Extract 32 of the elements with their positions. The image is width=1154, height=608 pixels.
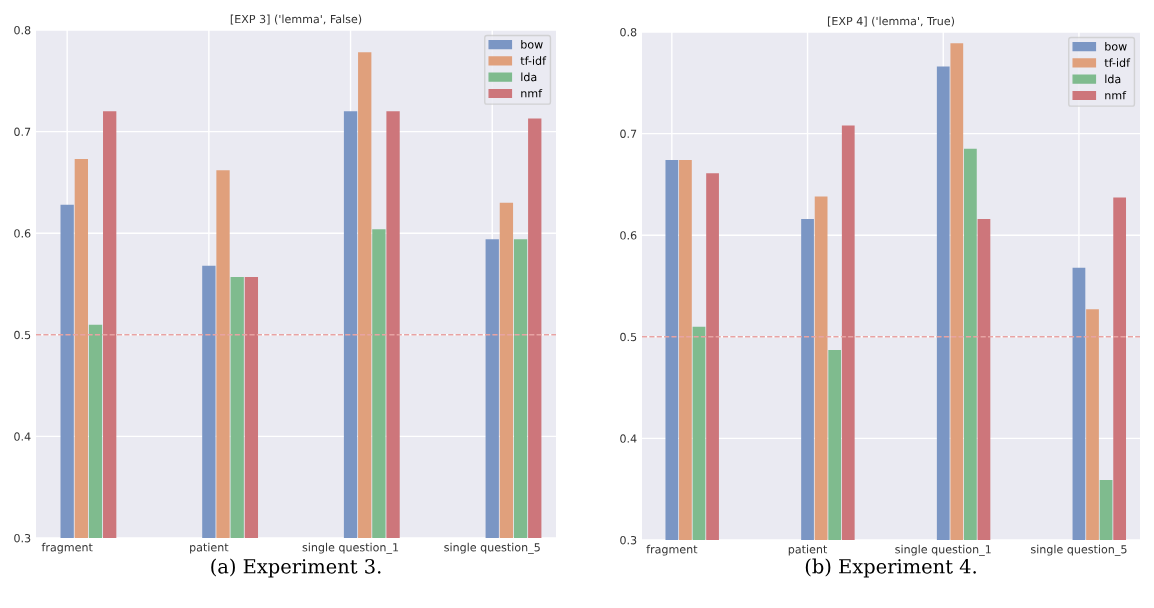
y-tick-label: 0.3	[14, 533, 31, 543]
y-tick-label: 0.3	[620, 535, 637, 545]
y-tick-label: 0.8	[620, 27, 637, 37]
legend-label: lda	[521, 72, 537, 82]
x-tick-label: fragment	[646, 544, 698, 556]
y-tick-label: 0.4	[14, 432, 31, 441]
legend-label: tf-idf	[520, 56, 547, 65]
legend-label: lda	[1105, 74, 1121, 84]
x-tick-label: fragment	[41, 542, 93, 554]
text: (a) Experiment 3.	[211, 558, 381, 578]
legend-label: tf-idf	[1104, 58, 1131, 67]
x-tick-label: patient	[190, 542, 229, 554]
legend-label: nmf	[521, 88, 543, 98]
y-tick-label: 0.4	[620, 434, 637, 443]
chart-title: [EXP 4] ('lemma', True)	[827, 16, 955, 27]
x-tick-label: patient	[788, 544, 828, 556]
legend-label: bow	[521, 40, 543, 49]
x-tick-label: single question_5	[1031, 544, 1127, 556]
x-tick-label: single question_5	[444, 542, 540, 554]
legend-label: nmf	[1105, 90, 1127, 100]
text: (b) Experiment 4.	[805, 558, 976, 578]
y-tick-label: 0.6	[14, 229, 31, 238]
x-tick-label: single question_1	[895, 544, 991, 556]
y-tick-label: 0.8	[14, 25, 31, 35]
y-tick-label: 0.6	[620, 231, 637, 240]
y-tick-label: 0.7	[620, 129, 637, 138]
chart-title: [EXP 3] ('lemma', False)	[230, 14, 362, 25]
y-tick-label: 0.5	[620, 332, 637, 342]
legend-label: bow	[1105, 42, 1127, 51]
x-tick-label: single question_1	[302, 542, 399, 554]
y-tick-label: 0.7	[14, 127, 31, 136]
y-tick-label: 0.5	[14, 330, 31, 340]
